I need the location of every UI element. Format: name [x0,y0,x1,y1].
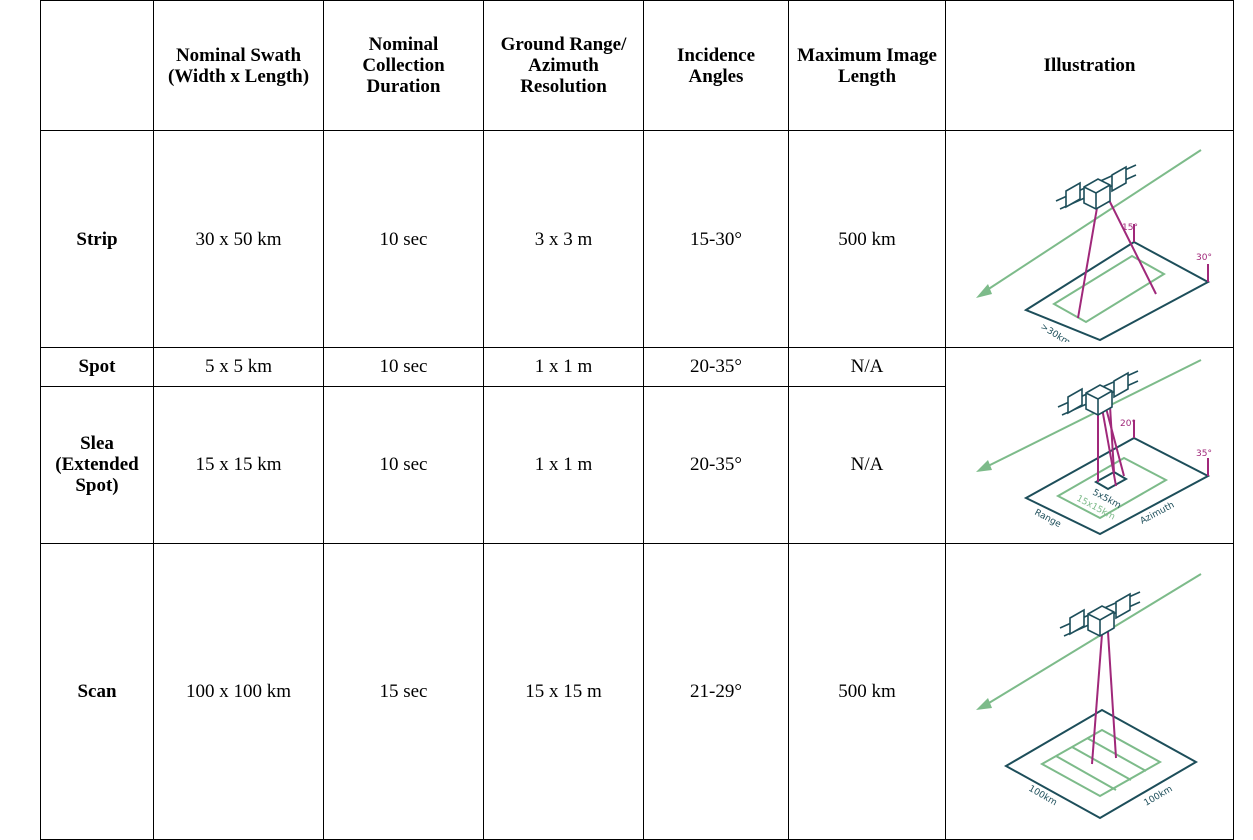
illustration-cell: 20° 35° 5x5km 15x15km Azimuth Range [945,347,1234,544]
header-cell: Ground Range/ Azimuth Resolution [483,0,644,131]
table-cell: N/A [788,347,946,387]
table-cell: 500 km [788,543,946,840]
angle-label: 20° [1120,419,1136,429]
distance-label: 100km [1027,784,1059,808]
angle-label: 15° [1122,223,1138,233]
table-cell: 15 x 15 m [483,543,644,840]
table-row: Strip 30 x 50 km 10 sec 3 x 3 m 15-30° 500 km… [40,130,1234,348]
table-cell: 10 sec [323,130,484,348]
direction-label: Range [1033,508,1063,530]
row-label: Strip [40,130,154,348]
strip-illustration: 15° 30° >30km [976,148,1212,348]
row-label: Slea (Extended Spot) [40,385,154,545]
header-cell: Illustration [945,0,1234,131]
illustration-cell: 15° 30° >30km [945,130,1234,348]
distance-label: 100km [1143,784,1175,808]
table-cell: 100 x 100 km [153,543,324,840]
direction-label: Azimuth [1139,500,1176,526]
angle-label: 30° [1196,253,1212,263]
table-row: Slea (Extended Spot) 15 x 15 km 10 sec 1 x … [40,385,1234,545]
table-cell: 10 sec [323,385,484,545]
illustration-cell: 100km 100km [945,543,1234,840]
row-label: Scan [40,543,154,840]
table-cell: 21-29° [643,543,789,840]
table-cell: 10 sec [323,347,484,387]
header-cell: Nominal Swath (Width x Length) [153,0,324,131]
table-cell: 5 x 5 km [153,347,324,387]
scan-illustration: 100km 100km [976,573,1202,820]
row-label: Spot [40,347,154,387]
header-cell: Maximum Image Length [788,0,946,131]
corner-cell [40,0,154,131]
table-cell: 20-35° [643,347,789,387]
table-cell: 15-30° [643,130,789,348]
table-cell: 500 km [788,130,946,348]
header-cell: Incidence Angles [643,0,789,131]
table-cell: 15 x 15 km [153,385,324,545]
table-cell: 1 x 1 m [483,385,644,545]
distance-label: >30km [1038,322,1071,342]
table-cell: 1 x 1 m [483,347,644,387]
table-row: Scan 100 x 100 km 15 sec 15 x 15 m 21-29° 500… [40,543,1234,840]
modes-table: Nominal Swath (Width x Length) Nominal Co… [40,0,1234,840]
table-cell: 20-35° [643,385,789,545]
table-cell: N/A [788,385,946,545]
table-cell: 15 sec [323,543,484,840]
table-cell: 30 x 50 km [153,130,324,348]
table-cell: 3 x 3 m [483,130,644,348]
table-row: Spot 5 x 5 km 10 sec 1 x 1 m 20-35° N/A 20° 3… [40,347,1234,544]
header-cell: Nominal Collection Duration [323,0,484,131]
spot-slea-illustration: 20° 35° 5x5km 15x15km Azimuth Range [976,359,1212,536]
table-body: Strip 30 x 50 km 10 sec 3 x 3 m 15-30° 500 km… [40,130,1234,840]
angle-label: 35° [1196,449,1212,459]
header-row: Nominal Swath (Width x Length) Nominal Co… [40,0,1234,131]
